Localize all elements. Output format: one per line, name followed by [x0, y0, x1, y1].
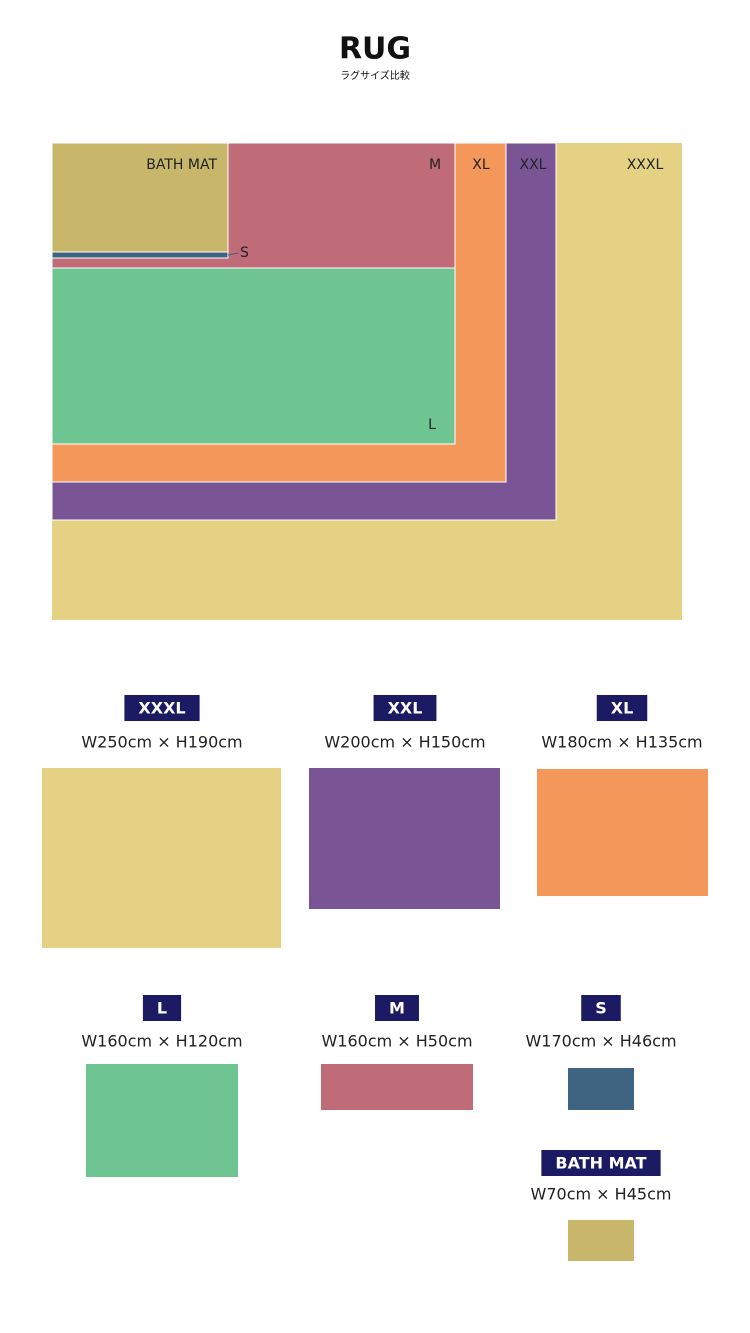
title: RUG	[339, 32, 411, 67]
size-name: S	[595, 999, 607, 1018]
size-badge	[373, 695, 437, 721]
size-name: XXXL	[138, 699, 185, 718]
label: BATH MAT	[146, 157, 217, 173]
label: XXL	[520, 157, 547, 173]
size-name: L	[157, 999, 167, 1018]
label: XL	[472, 157, 490, 173]
size-name: BATH MAT	[555, 1154, 646, 1173]
label: L	[428, 417, 436, 433]
subtitle: ラグサイズ比較	[340, 69, 410, 82]
size-dims: W170cm × H46cm	[525, 1032, 676, 1051]
rect-s	[51, 251, 229, 259]
swatch-bathmat	[568, 1220, 634, 1261]
size-name: M	[389, 999, 405, 1018]
size-dims: W180cm × H135cm	[541, 733, 702, 752]
swatch-xxl	[309, 768, 500, 909]
swatch-l	[86, 1064, 238, 1177]
swatch-xxxl	[42, 768, 281, 948]
size-badge	[581, 995, 621, 1021]
overlay-diagram: BATH MAT M XL XXL XXXL S L	[51, 142, 682, 620]
size-dims: W200cm × H150cm	[324, 733, 485, 752]
size-badge	[142, 995, 182, 1021]
rect-l	[51, 267, 456, 445]
s-pointer	[227, 252, 239, 256]
size-badge	[375, 995, 419, 1021]
size-name: XL	[611, 699, 634, 718]
size-dims: W70cm × H45cm	[531, 1185, 672, 1204]
size-badge	[596, 695, 648, 721]
size-badge	[124, 695, 200, 721]
label: XXXL	[627, 157, 664, 173]
size-dims: W250cm × H190cm	[81, 733, 242, 752]
rect-bathmat	[51, 142, 229, 253]
swatch-m	[321, 1064, 473, 1110]
label: S	[240, 245, 249, 261]
size-dims: W160cm × H50cm	[321, 1032, 472, 1051]
swatch-s	[568, 1068, 634, 1110]
swatch-xl	[537, 769, 708, 896]
label: M	[429, 157, 441, 173]
size-name: XXL	[388, 699, 423, 718]
size-dims: W160cm × H120cm	[81, 1032, 242, 1051]
size-badge	[541, 1150, 661, 1176]
